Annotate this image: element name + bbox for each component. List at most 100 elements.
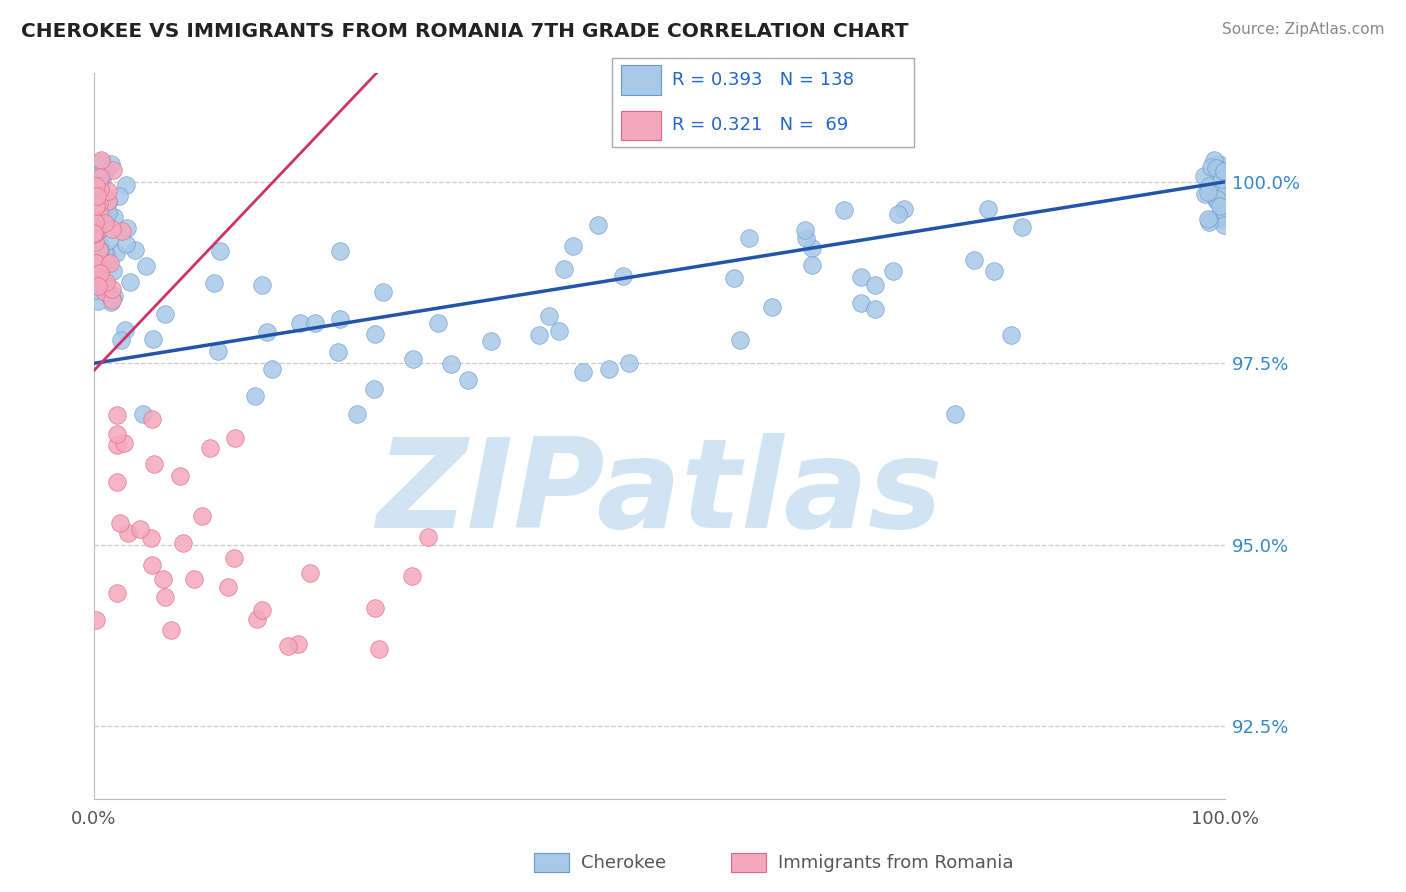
Point [457, 373, 479, 387]
Point [84, 172, 107, 186]
Point [89, 182, 111, 196]
Point [91, 277, 114, 291]
Point [117, 526, 139, 541]
Point [141, 558, 163, 573]
Point [114, 323, 136, 337]
Point [800, 259, 823, 273]
Point [93, 258, 115, 272]
Point [849, 296, 872, 310]
Point [963, 252, 986, 267]
Point [738, 231, 761, 245]
Point [1198, 178, 1220, 193]
Point [1011, 220, 1033, 235]
Point [128, 522, 150, 536]
Point [287, 637, 309, 651]
Point [86, 189, 108, 203]
Point [983, 263, 1005, 277]
Point [120, 275, 142, 289]
Point [1208, 187, 1230, 202]
Point [97, 194, 120, 208]
Point [89, 205, 111, 219]
Point [1212, 164, 1234, 178]
Point [202, 276, 225, 290]
Point [91, 256, 114, 270]
Point [290, 316, 312, 330]
Point [401, 569, 423, 583]
Point [135, 259, 157, 273]
Point [84, 256, 107, 270]
Point [553, 261, 575, 276]
Point [107, 189, 129, 203]
Point [89, 237, 111, 252]
Point [111, 224, 134, 238]
Point [191, 509, 214, 524]
Point [93, 281, 115, 295]
Point [84, 283, 107, 297]
Point [94, 275, 117, 289]
Point [160, 624, 183, 638]
Point [103, 162, 125, 177]
Point [1204, 153, 1226, 168]
Point [87, 222, 110, 236]
Point [91, 191, 114, 205]
Point [849, 269, 872, 284]
Point [83, 227, 105, 241]
Point [1198, 215, 1220, 229]
Point [97, 194, 120, 209]
Point [346, 407, 368, 421]
Point [91, 201, 114, 215]
Point [217, 580, 239, 594]
Point [100, 294, 122, 309]
Point [101, 221, 124, 235]
Point [84, 235, 107, 250]
Point [887, 206, 910, 220]
Point [84, 166, 107, 180]
Point [598, 362, 620, 376]
Point [87, 260, 110, 274]
Point [105, 475, 128, 489]
Point [100, 293, 122, 308]
Point [800, 241, 823, 255]
Text: R = 0.393   N = 138: R = 0.393 N = 138 [672, 70, 853, 89]
Point [481, 334, 503, 348]
Point [155, 307, 177, 321]
Point [89, 211, 111, 226]
Point [97, 184, 120, 198]
Point [87, 190, 110, 204]
Point [252, 278, 274, 293]
Point [84, 179, 107, 194]
Point [86, 226, 108, 240]
Point [141, 531, 163, 545]
Point [153, 590, 176, 604]
Point [561, 239, 583, 253]
Point [97, 233, 120, 247]
Point [90, 160, 112, 174]
Point [94, 256, 117, 270]
Point [329, 311, 352, 326]
Point [83, 270, 105, 285]
Point [977, 202, 1000, 216]
Point [1209, 199, 1232, 213]
Point [91, 203, 114, 218]
Point [364, 326, 387, 341]
Point [262, 362, 284, 376]
Point [91, 164, 114, 178]
Point [1211, 185, 1233, 199]
Point [94, 285, 117, 299]
Point [882, 264, 904, 278]
Text: R = 0.321   N =  69: R = 0.321 N = 69 [672, 116, 848, 135]
Point [89, 202, 111, 217]
Point [86, 255, 108, 269]
Point [1194, 186, 1216, 201]
Point [1211, 212, 1233, 227]
Point [619, 356, 641, 370]
Point [84, 199, 107, 213]
Point [103, 210, 125, 224]
Point [548, 325, 571, 339]
Point [863, 278, 886, 293]
Point [402, 351, 425, 366]
Point [1205, 193, 1227, 207]
Point [183, 572, 205, 586]
Point [101, 264, 124, 278]
Point [86, 186, 108, 200]
